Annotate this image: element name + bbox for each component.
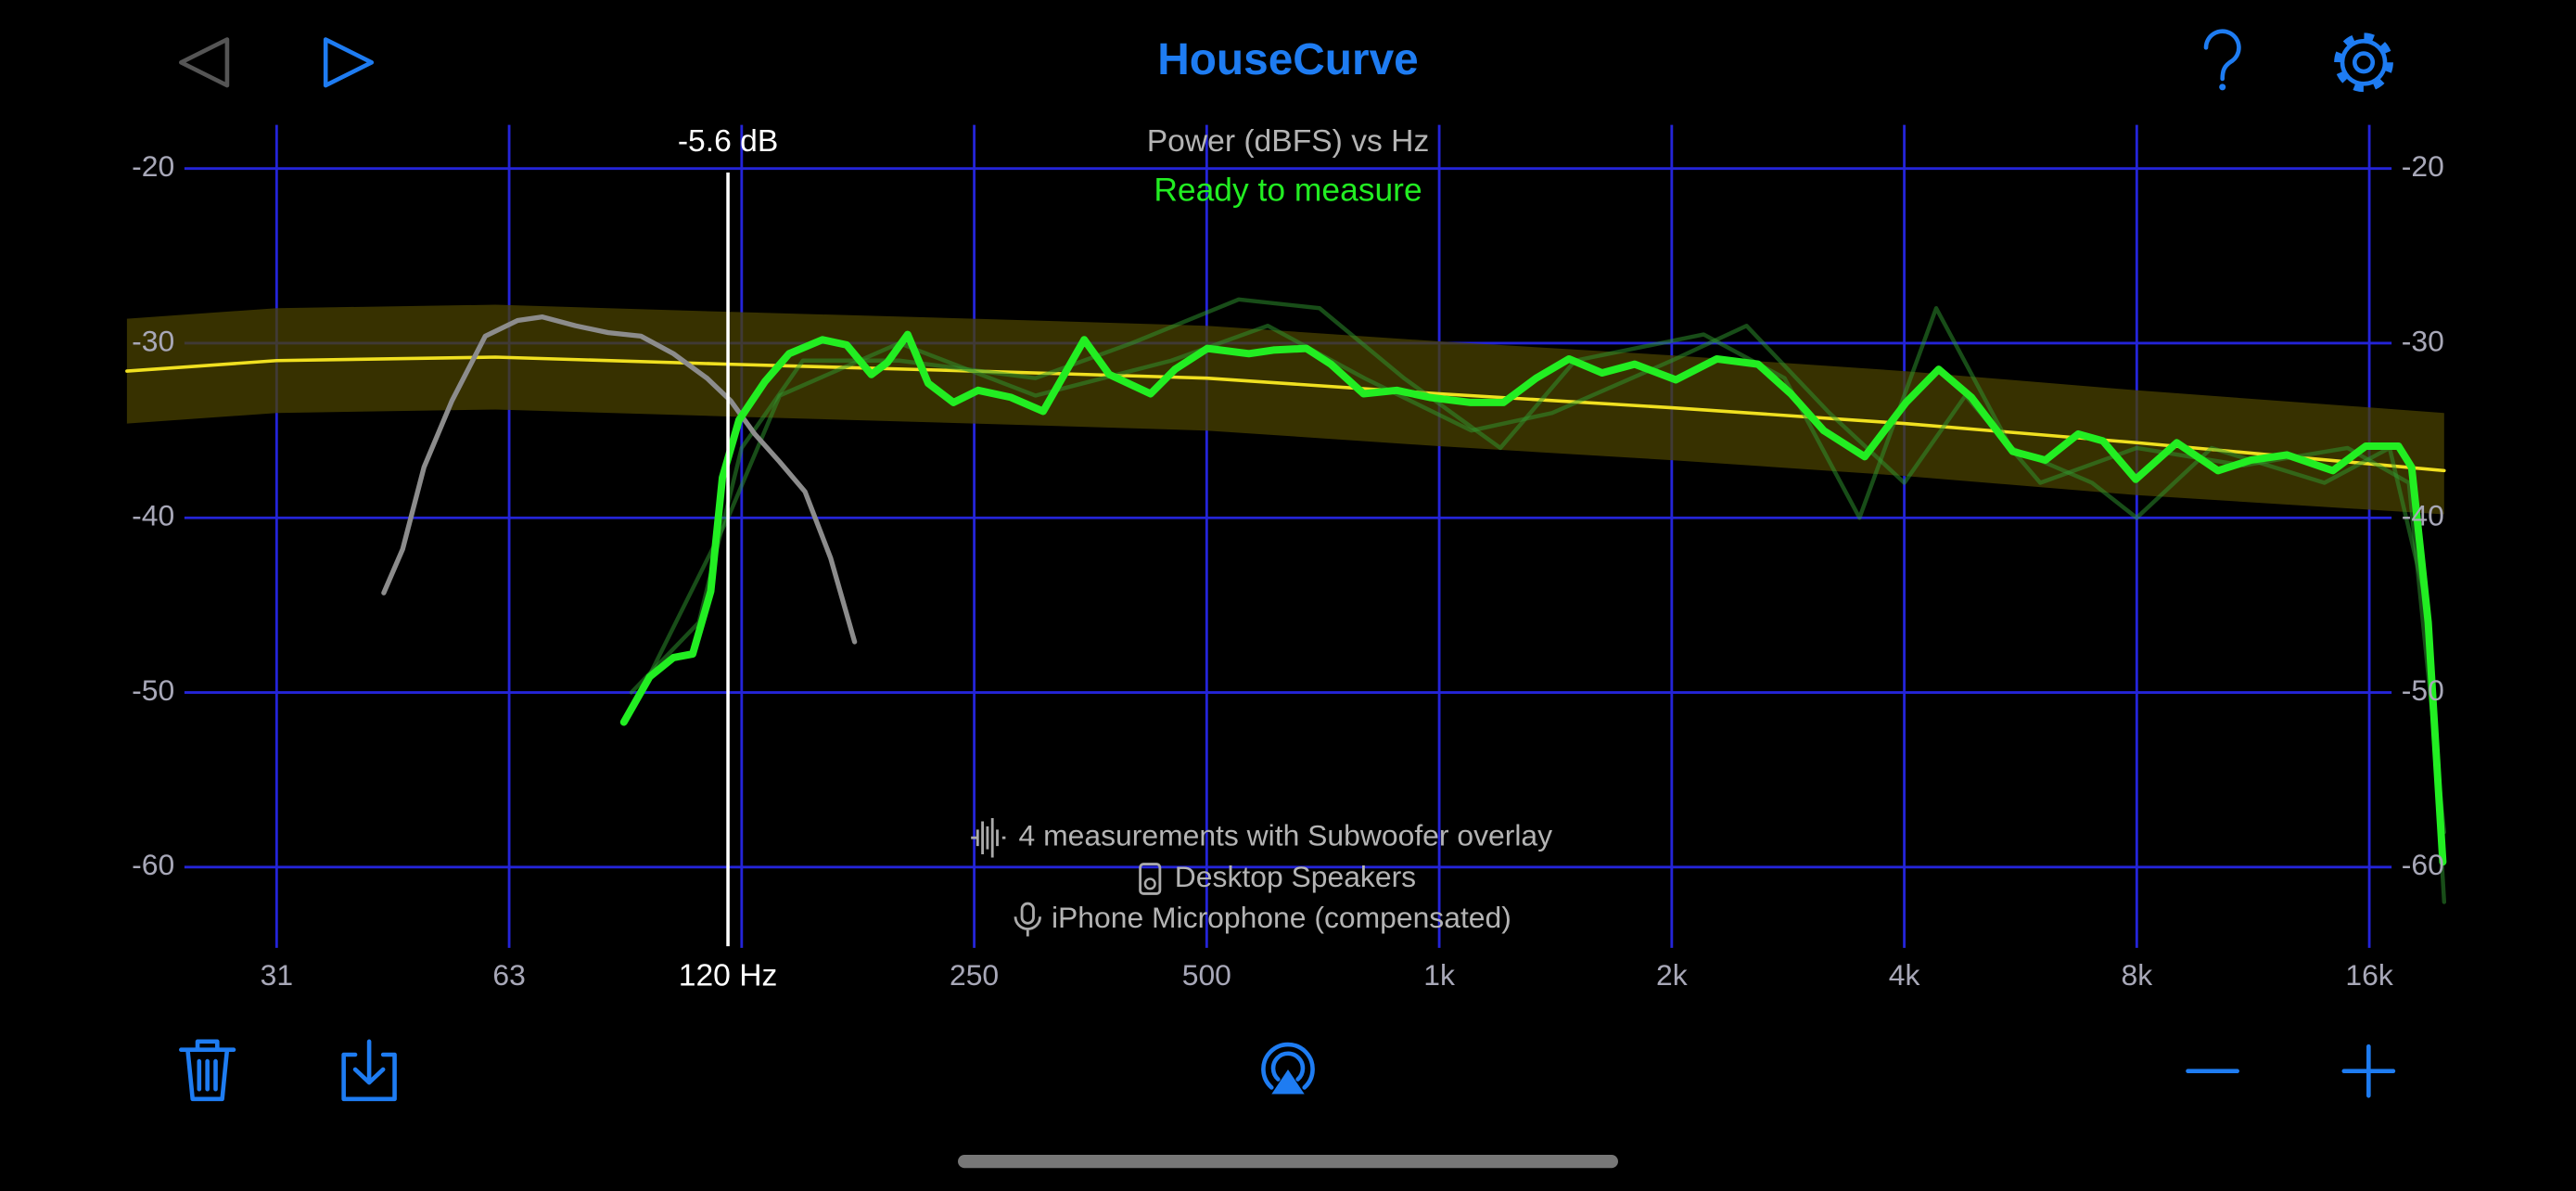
export-button[interactable] — [341, 1039, 397, 1102]
y-tick-label-right: -30 — [2402, 324, 2444, 357]
help-dot — [2219, 83, 2226, 91]
waveform-icon — [971, 817, 1006, 858]
x-tick-label: 2k — [1656, 958, 1688, 992]
x-tick-label: 1k — [1423, 958, 1455, 992]
y-tick-label-left: -20 — [132, 149, 174, 183]
info-line: 4 measurements with Subwoofer overlay — [1019, 819, 1553, 852]
gear-hub — [2352, 51, 2376, 74]
airplay-waves — [1261, 1042, 1315, 1090]
back-button[interactable] — [179, 37, 230, 88]
help-button[interactable] — [2203, 29, 2241, 91]
speaker-box — [1139, 863, 1162, 895]
gear-ring — [2340, 38, 2388, 86]
curve — [629, 297, 2447, 904]
download-icon — [341, 1039, 397, 1102]
home-indicator — [958, 1155, 1618, 1169]
zoom-in-button[interactable] — [2341, 1044, 2396, 1098]
x-tick-label: 250 — [950, 958, 999, 992]
mic-head — [1020, 902, 1035, 925]
trash-icon — [179, 1039, 236, 1102]
x-tick-label: 16k — [2345, 958, 2392, 992]
chart-subtitle: Power (dBFS) vs Hz — [1147, 124, 1430, 159]
info-line: Desktop Speakers — [1175, 860, 1416, 893]
x-tick-label: 500 — [1182, 958, 1231, 992]
y-tick-label-right: -60 — [2402, 848, 2444, 881]
airplay-button[interactable] — [1261, 1042, 1315, 1095]
plot — [125, 124, 2447, 948]
cursor-value-label: -5.6 dB — [678, 124, 778, 159]
x-tick-label: 8k — [2122, 958, 2153, 992]
speaker-icon — [1139, 863, 1162, 895]
airplay-triangle — [1271, 1069, 1305, 1095]
delete-button[interactable] — [179, 1039, 236, 1102]
mic-icon — [1014, 902, 1041, 937]
app-title: HouseCurve — [1157, 35, 1419, 84]
curve — [619, 330, 2447, 866]
play-button[interactable] — [323, 37, 375, 88]
x-tick-label: 4k — [1889, 958, 1920, 992]
x-tick-label: 31 — [261, 958, 293, 992]
mic-stand — [1014, 916, 1041, 937]
speaker-cone — [1143, 877, 1156, 890]
cursor-label-bg — [671, 957, 784, 998]
y-tick-label-left: -60 — [132, 848, 174, 881]
y-tick-label-right: -20 — [2402, 149, 2444, 183]
help-icon — [2203, 29, 2241, 82]
y-tick-label-right: -40 — [2402, 499, 2444, 532]
y-tick-label-left: -50 — [132, 673, 174, 707]
y-tick-label-left: -30 — [132, 324, 174, 357]
settings-button[interactable] — [2334, 32, 2393, 93]
target-band — [126, 304, 2444, 515]
curve — [125, 355, 2446, 473]
gear-teeth — [2334, 32, 2393, 93]
info-line: iPhone Microphone (compensated) — [1052, 901, 1511, 934]
cursor-x-label: 120 Hz — [679, 959, 778, 993]
y-tick-label-right: -50 — [2402, 673, 2444, 707]
x-tick-label: 63 — [492, 958, 525, 992]
curve — [381, 314, 858, 645]
status-text: Ready to measure — [1154, 172, 1422, 209]
y-tick-label-left: -40 — [132, 499, 174, 532]
